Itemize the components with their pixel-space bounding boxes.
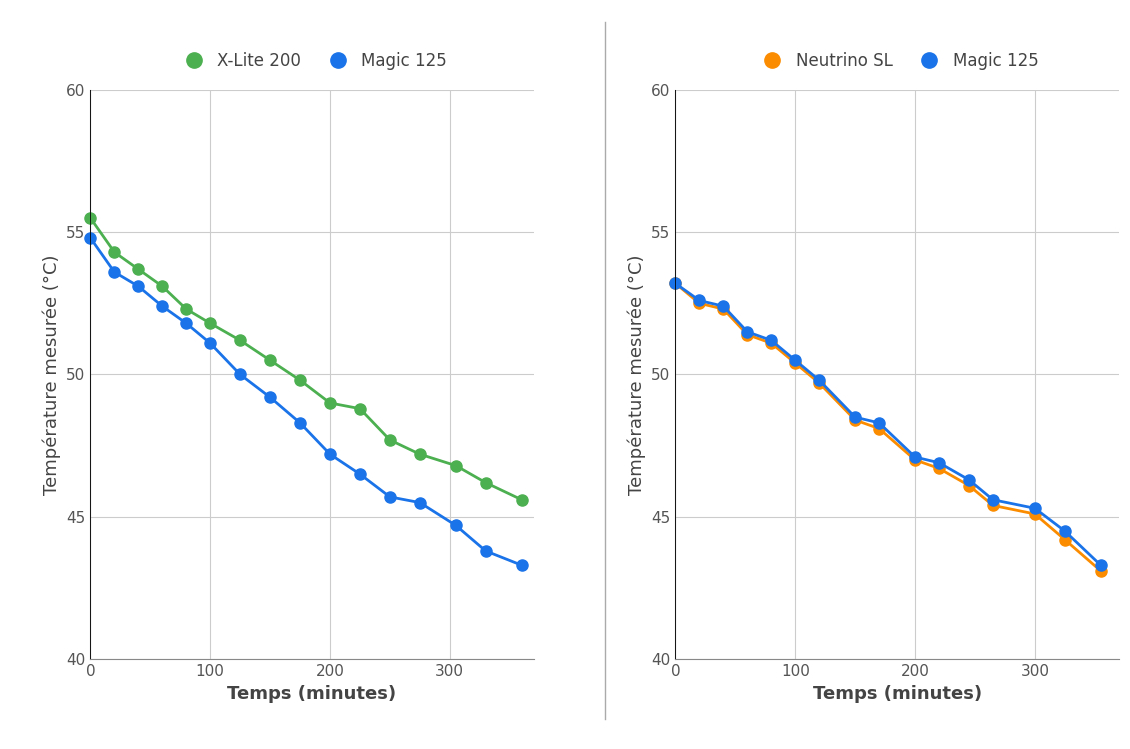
Magic 125 (234, 370, 247, 379)
X-Lite 200 (479, 478, 493, 487)
Neutrino SL (1028, 509, 1042, 518)
X-Lite 200 (383, 435, 397, 444)
Magic 125 (932, 458, 946, 467)
Line: X-Lite 200: X-Lite 200 (85, 213, 528, 506)
Magic 125 (669, 279, 683, 288)
Magic 125 (765, 336, 779, 345)
Magic 125 (180, 319, 193, 328)
Magic 125 (849, 413, 862, 422)
Magic 125 (909, 452, 922, 461)
X-Lite 200 (131, 264, 145, 273)
X-Lite 200 (234, 336, 247, 345)
Y-axis label: Température mesurée (°C): Température mesurée (°C) (42, 254, 61, 495)
X-Lite 200 (515, 495, 529, 504)
Line: Magic 125: Magic 125 (85, 232, 528, 571)
Magic 125 (107, 267, 121, 276)
Magic 125 (449, 521, 462, 530)
Neutrino SL (693, 299, 706, 308)
X-axis label: Temps (minutes): Temps (minutes) (812, 685, 982, 703)
Magic 125 (131, 282, 145, 291)
Line: Magic 125: Magic 125 (670, 278, 1106, 571)
Magic 125 (323, 449, 337, 458)
X-Lite 200 (263, 356, 277, 365)
Magic 125 (479, 547, 493, 556)
Magic 125 (203, 339, 217, 348)
X-axis label: Temps (minutes): Temps (minutes) (227, 685, 397, 703)
Magic 125 (1028, 504, 1042, 513)
Magic 125 (263, 392, 277, 401)
Magic 125 (515, 561, 529, 570)
Magic 125 (1094, 561, 1107, 570)
X-Lite 200 (180, 305, 193, 314)
Neutrino SL (932, 464, 946, 473)
Magic 125 (414, 498, 427, 507)
Neutrino SL (1094, 566, 1107, 575)
Line: Neutrino SL: Neutrino SL (670, 278, 1106, 577)
X-Lite 200 (156, 282, 170, 291)
Magic 125 (812, 376, 826, 385)
Neutrino SL (716, 305, 730, 314)
Neutrino SL (849, 416, 862, 425)
Neutrino SL (669, 279, 683, 288)
Neutrino SL (962, 481, 975, 490)
Magic 125 (294, 419, 307, 428)
Neutrino SL (740, 330, 754, 339)
Magic 125 (872, 419, 886, 428)
Neutrino SL (986, 501, 1000, 510)
Magic 125 (156, 302, 170, 311)
X-Lite 200 (107, 248, 121, 257)
Magic 125 (740, 327, 754, 336)
X-Lite 200 (294, 376, 307, 385)
Magic 125 (1058, 527, 1071, 536)
Neutrino SL (872, 424, 886, 433)
Neutrino SL (1058, 535, 1071, 544)
Neutrino SL (812, 378, 826, 387)
Neutrino SL (909, 455, 922, 464)
Magic 125 (789, 356, 802, 365)
Magic 125 (716, 302, 730, 311)
Legend: Neutrino SL, Magic 125: Neutrino SL, Magic 125 (756, 52, 1038, 70)
X-Lite 200 (414, 449, 427, 458)
Magic 125 (962, 476, 975, 485)
X-Lite 200 (323, 398, 337, 407)
Magic 125 (354, 470, 367, 479)
Magic 125 (84, 234, 97, 243)
X-Lite 200 (203, 319, 217, 328)
Magic 125 (383, 492, 397, 501)
X-Lite 200 (84, 213, 97, 222)
Neutrino SL (765, 339, 779, 348)
X-Lite 200 (354, 404, 367, 413)
Magic 125 (693, 296, 706, 305)
Legend: X-Lite 200, Magic 125: X-Lite 200, Magic 125 (177, 52, 446, 70)
Y-axis label: Température mesurée (°C): Température mesurée (°C) (627, 254, 645, 495)
Magic 125 (986, 495, 1000, 504)
X-Lite 200 (449, 461, 462, 470)
Neutrino SL (789, 359, 802, 368)
